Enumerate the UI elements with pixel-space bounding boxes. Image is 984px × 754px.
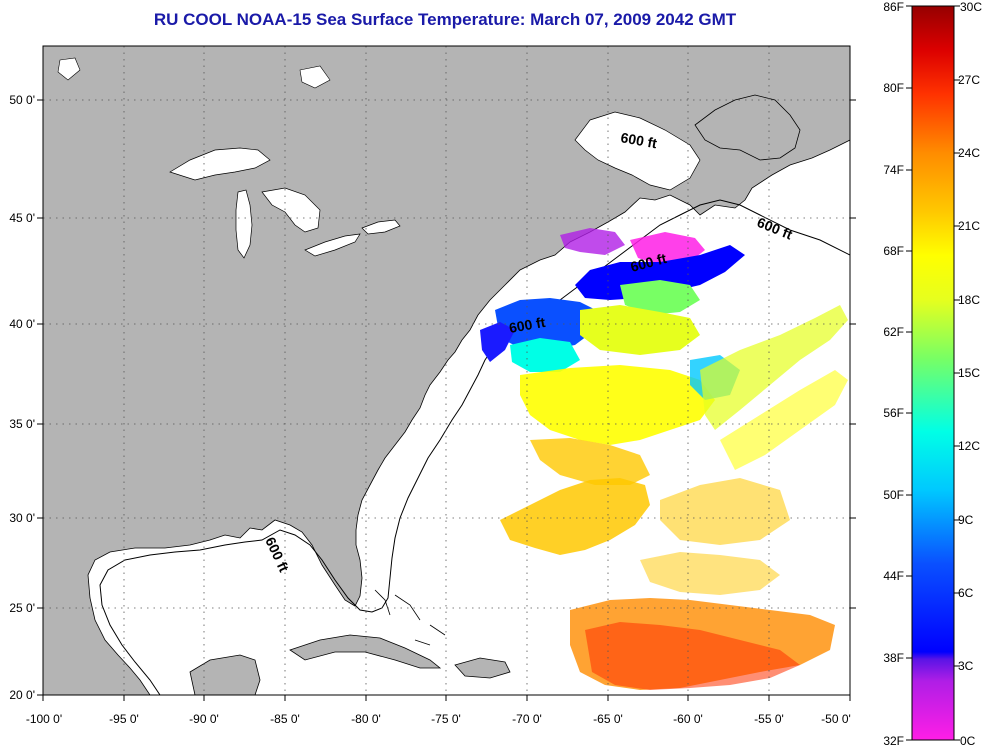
lake-erie (304, 233, 361, 257)
celsius-label: 12C (958, 439, 980, 453)
yucatan-land (189, 654, 261, 695)
lon-axis (42, 695, 851, 701)
celsius-label: 18C (958, 293, 980, 307)
celsius-label: 15C (958, 366, 980, 380)
newfoundland-land (694, 94, 801, 161)
celsius-label: 24C (958, 146, 980, 160)
lake-superior (169, 147, 271, 181)
fahrenheit-label: 74F (883, 163, 904, 177)
colorbar-ticks (906, 5, 960, 741)
lat-label: 20 0' (9, 688, 35, 702)
lon-label: -75 0' (431, 712, 461, 726)
lat-label: 40 0' (9, 317, 35, 331)
celsius-label: 0C (960, 734, 976, 748)
fahrenheit-label: 56F (883, 406, 904, 420)
lon-label: -55 0' (754, 712, 784, 726)
hudson-bay-lakes (57, 57, 331, 89)
lon-label: -80 0' (351, 712, 381, 726)
lat-label: 35 0' (9, 417, 35, 431)
lat-axis (37, 99, 856, 696)
colorbar-c-labels: 30C 27C 24C 21C 18C 15C 12C 9C 6C 3C 0C (958, 0, 982, 748)
lat-label: 45 0' (9, 211, 35, 225)
fahrenheit-label: 32F (883, 734, 904, 748)
lon-label: -60 0' (673, 712, 703, 726)
celsius-label: 3C (958, 659, 974, 673)
fahrenheit-label: 86F (883, 0, 904, 14)
celsius-label: 6C (958, 586, 974, 600)
fahrenheit-label: 80F (883, 81, 904, 95)
lon-label: -85 0' (270, 712, 300, 726)
lat-label: 50 0' (9, 93, 35, 107)
fahrenheit-label: 50F (883, 488, 904, 502)
chart-title: RU COOL NOAA-15 Sea Surface Temperature:… (153, 10, 737, 29)
cuba-land (289, 634, 442, 669)
lon-label: -95 0' (109, 712, 139, 726)
contour-label-gulf-st-lawrence: 600 ft (619, 129, 658, 151)
bahamas (374, 589, 446, 646)
celsius-label: 27C (958, 73, 980, 87)
lat-label: 30 0' (9, 511, 35, 525)
colorbar (911, 5, 955, 741)
graticule (43, 46, 850, 695)
fahrenheit-label: 62F (883, 325, 904, 339)
celsius-label: 21C (958, 219, 980, 233)
lake-ontario (361, 219, 401, 235)
lat-label: 25 0' (9, 601, 35, 615)
lon-label: -50 0' (821, 712, 851, 726)
gulf-st-lawrence (574, 111, 701, 191)
fahrenheit-label: 68F (883, 244, 904, 258)
lon-label: -100 0' (26, 712, 62, 726)
fahrenheit-label: 38F (883, 651, 904, 665)
lon-label: -70 0' (512, 712, 542, 726)
celsius-label: 30C (960, 0, 982, 14)
contour-label-mid-atlantic: 600 ft (508, 314, 547, 336)
lon-tick-labels: -100 0' -95 0' -90 0' -85 0' -80 0' -75 … (26, 712, 851, 726)
lat-tick-labels: 50 0' 45 0' 40 0' 35 0' 30 0' 25 0' 20 0… (9, 93, 35, 702)
celsius-label: 9C (958, 513, 974, 527)
fahrenheit-label: 44F (883, 569, 904, 583)
lon-label: -65 0' (593, 712, 623, 726)
colorbar-f-labels: 86F 80F 74F 68F 62F 56F 50F 44F 38F 32F (883, 0, 904, 748)
lake-huron (261, 187, 321, 233)
hispaniola-land (454, 657, 511, 679)
sst-data (480, 228, 848, 690)
lon-label: -90 0' (189, 712, 219, 726)
lake-michigan (235, 189, 253, 259)
